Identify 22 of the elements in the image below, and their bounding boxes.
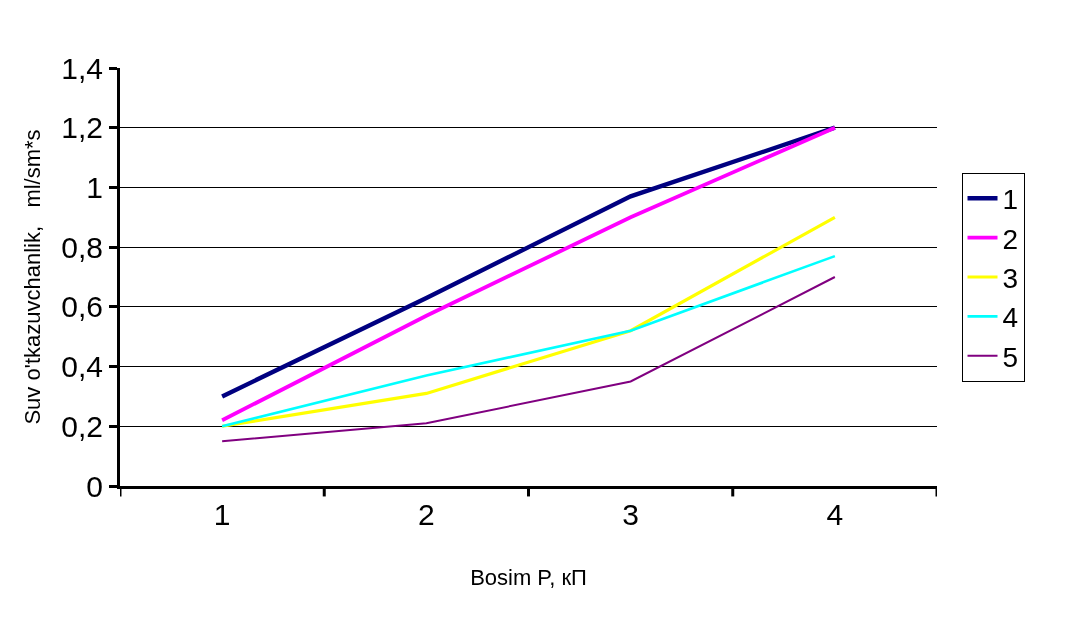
line-series <box>220 254 837 428</box>
y-tick-label: 0,2 <box>61 409 103 443</box>
y-axis-title: Suv o'tkazuvchanlik, ml/sm*s <box>20 129 46 425</box>
y-tick-label: 0,4 <box>61 350 103 384</box>
y-tick-label: 0,6 <box>61 290 103 324</box>
legend-label: 2 <box>1002 223 1019 255</box>
y-tick-label: 0,8 <box>61 230 103 264</box>
x-axis-title: Bosim P, кП <box>470 564 587 590</box>
x-tick-label: 3 <box>622 498 639 531</box>
y-tick-label: 1,2 <box>61 111 103 145</box>
line-series <box>221 276 836 443</box>
x-tick-label: 1 <box>213 498 231 531</box>
x-tick-label: 4 <box>826 498 844 531</box>
y-tick-label: 1,4 <box>61 51 103 85</box>
y-tick-label: 0 <box>86 469 103 503</box>
legend-label: 1 <box>1002 184 1019 216</box>
y-tick-label: 1 <box>86 170 103 204</box>
line-series <box>220 215 837 428</box>
legend-label: 3 <box>1002 262 1019 294</box>
x-tick-label: 2 <box>418 498 435 531</box>
legend-label: 4 <box>1002 302 1019 334</box>
legend-label: 5 <box>1002 341 1019 373</box>
